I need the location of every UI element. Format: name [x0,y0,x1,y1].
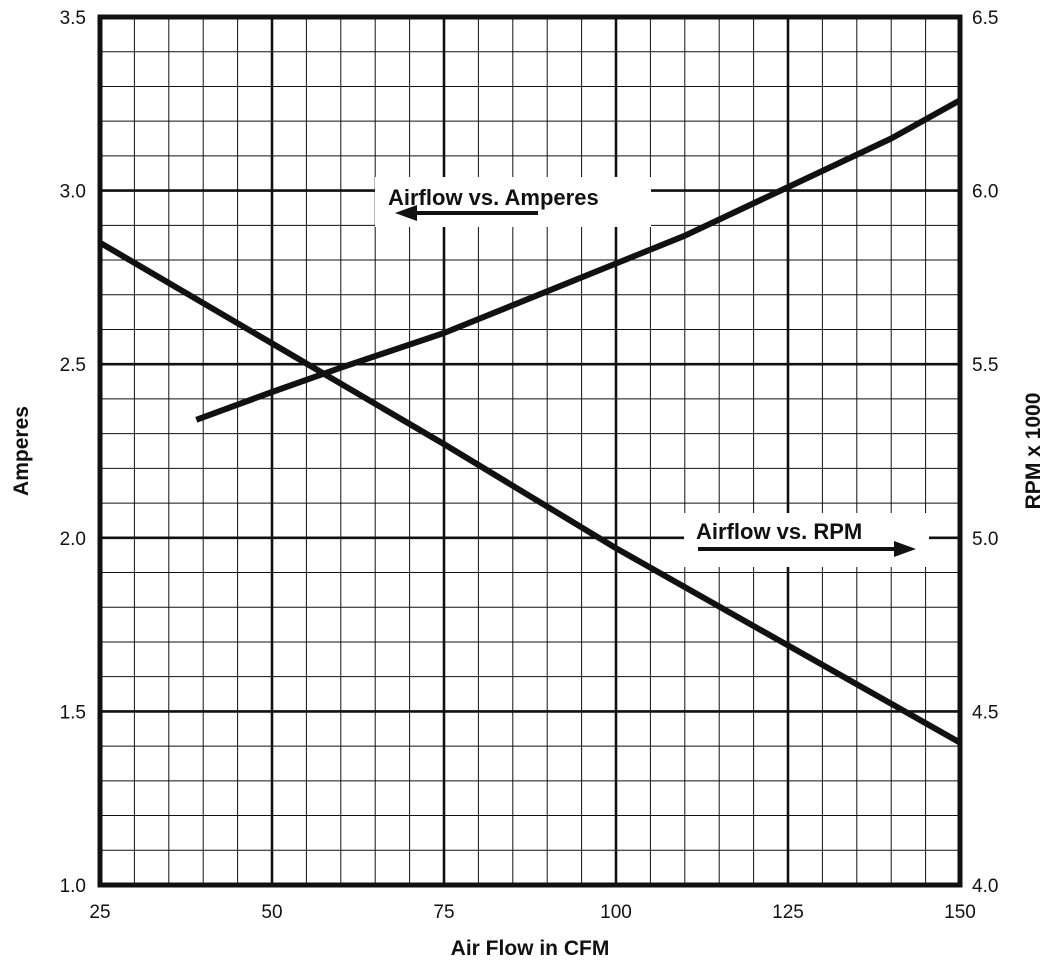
y-left-tick-label: 3.5 [60,8,86,29]
y-axis-left-title: Amperes [10,406,33,496]
y-axis-right-title: RPM x 1000 [1022,393,1045,510]
y-right-tick-label: 6.5 [972,8,998,29]
y-left-tick-label: 1.5 [60,702,86,723]
y-right-tick-label: 4.0 [972,876,998,897]
series-lines [98,97,962,746]
x-tick-label: 150 [944,902,976,923]
y-left-tick-label: 1.0 [60,876,86,897]
y-left-tick-label: 2.0 [60,529,86,550]
callout-amperes: Airflow vs. Amperes [375,177,651,227]
x-tick-label: 100 [600,902,632,923]
callout-rpm: Airflow vs. RPM [684,513,929,567]
series-label-amperes: Airflow vs. Amperes [388,185,599,210]
y-left-tick-label: 3.0 [60,182,86,203]
x-tick-label: 75 [433,902,454,923]
arrow-right-icon [894,541,916,557]
y-right-tick-label: 5.5 [972,355,998,376]
series-line-rpm [98,240,962,746]
y-left-tick-label: 2.5 [60,355,86,376]
x-tick-label: 125 [772,902,804,923]
plot-frame [97,14,963,888]
y-right-tick-label: 6.0 [972,182,998,203]
series-label-rpm: Airflow vs. RPM [696,519,862,544]
tick-labels: 25 50 75 100 125 150 1.0 1.5 2.0 2.5 3.0 3.5 4.0 4.5 5… [60,8,999,923]
series-line-amperes [195,97,962,423]
x-tick-label: 50 [261,902,282,923]
x-tick-label: 25 [89,902,110,923]
x-axis-title: Air Flow in CFM [451,937,610,960]
arrow-left-icon [395,205,417,221]
grid [100,17,960,885]
y-right-tick-label: 4.5 [972,702,998,723]
y-right-tick-label: 5.0 [972,529,998,550]
